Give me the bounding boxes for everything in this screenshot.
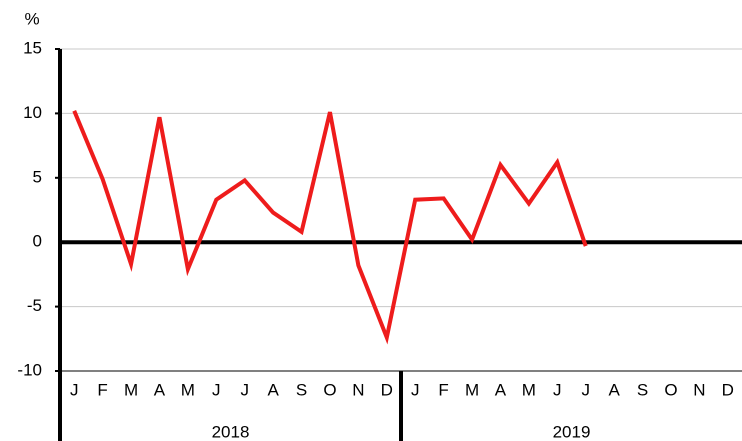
group-label: 2018: [212, 422, 250, 441]
x-tick-label: A: [608, 380, 620, 399]
x-tick-label: F: [438, 380, 448, 399]
x-tick-label: S: [637, 380, 648, 399]
x-tick-label: M: [522, 380, 536, 399]
x-tick-label: J: [240, 380, 249, 399]
x-tick-label: O: [664, 380, 677, 399]
x-tick-label: J: [553, 380, 562, 399]
y-tick-label: -10: [17, 360, 42, 379]
x-tick-label: J: [212, 380, 221, 399]
x-tick-label: A: [495, 380, 507, 399]
x-tick-label: A: [267, 380, 279, 399]
x-tick-label: J: [581, 380, 590, 399]
x-tick-label: A: [154, 380, 166, 399]
x-tick-label: J: [411, 380, 420, 399]
y-tick-label: -5: [27, 296, 42, 315]
group-label: 2019: [553, 422, 591, 441]
x-tick-label: F: [97, 380, 107, 399]
y-axis-unit: %: [24, 9, 39, 28]
x-tick-label: N: [693, 380, 705, 399]
x-tick-label: O: [323, 380, 336, 399]
x-tick-label: D: [722, 380, 734, 399]
x-tick-label: M: [124, 380, 138, 399]
y-tick-label: 10: [23, 103, 42, 122]
y-tick-label: 0: [33, 232, 42, 251]
x-tick-label: S: [296, 380, 307, 399]
x-tick-label: N: [352, 380, 364, 399]
x-tick-label: M: [181, 380, 195, 399]
y-tick-label: 5: [33, 167, 42, 186]
x-tick-label: M: [465, 380, 479, 399]
y-tick-label: 15: [23, 38, 42, 57]
data-line: [72, 110, 588, 345]
x-tick-label: D: [381, 380, 393, 399]
x-tick-label: J: [70, 380, 79, 399]
